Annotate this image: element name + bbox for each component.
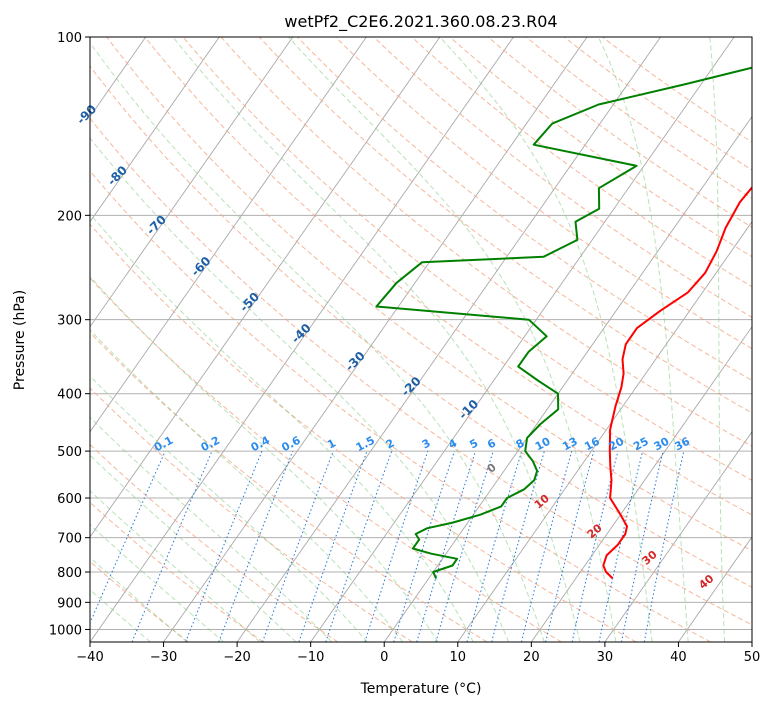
x-tick-label: 40 (670, 650, 687, 665)
dry-adiabat (259, 37, 775, 642)
isotherm-label: -50 (237, 290, 262, 315)
moist-adiabat (0, 37, 403, 642)
moist-adiabat-label: 40 (696, 572, 716, 592)
mixing-ratio-line (599, 451, 643, 642)
moist-adiabat (0, 37, 332, 642)
isotherm-line (0, 37, 219, 642)
moist-adiabat (710, 37, 725, 642)
mixing-ratio-label: 5 (468, 436, 481, 451)
isotherm-line (0, 37, 72, 642)
moist-adiabat-label: 20 (585, 521, 605, 541)
isotherm-label: -30 (343, 349, 368, 374)
isotherm-line (16, 37, 440, 642)
isotherm-line (311, 37, 735, 642)
moist-adiabat (440, 37, 652, 642)
dry-adiabat (297, 37, 775, 642)
mixing-ratio-label: 10 (533, 435, 553, 454)
dry-adiabat (336, 37, 775, 642)
y-tick-label: 100 (57, 31, 82, 46)
dry-adiabat (450, 37, 775, 642)
mixing-ratio-line (436, 451, 493, 642)
mixing-ratio-label: 3 (420, 436, 433, 451)
mixing-ratio-line (326, 451, 392, 642)
x-tick-label: 0 (380, 650, 388, 665)
isotherm-label: -80 (105, 163, 130, 188)
mixing-ratio-label: 13 (560, 435, 580, 454)
y-tick-label: 300 (57, 314, 82, 329)
moist-adiabat-label: 10 (532, 492, 552, 512)
chart-title: wetPf2_C2E6.2021.360.08.23.R04 (284, 12, 557, 32)
dry-adiabat (107, 37, 775, 642)
mixing-ratio-line (82, 451, 165, 642)
x-tick-label: 20 (523, 650, 540, 665)
mixing-ratio-label: 6 (485, 436, 498, 451)
mixing-ratio-label: 16 (582, 435, 602, 454)
isotherm-label: -20 (399, 374, 424, 399)
x-tick-label: −10 (297, 650, 324, 665)
isotherm-label: -70 (144, 212, 169, 237)
isotherm-line (0, 37, 366, 642)
y-axis-label: Pressure (hPa) (12, 290, 28, 390)
isotherm-label: -10 (456, 397, 481, 422)
mixing-ratio-label: 36 (672, 435, 692, 454)
moist-adiabat (0, 37, 224, 642)
y-tick-label: 900 (57, 596, 82, 611)
dry-adiabat (374, 37, 775, 642)
dry-adiabat (31, 37, 775, 642)
isotherm-line (458, 37, 775, 642)
moist-adiabat-label: 0 (485, 461, 499, 476)
moist-adiabat (288, 37, 616, 642)
dry-adiabat (0, 37, 487, 642)
dry-adiabat (488, 37, 775, 642)
isotherm-line (752, 37, 775, 642)
y-tick-label: 200 (57, 209, 82, 224)
y-tick-label: 1000 (49, 623, 82, 638)
x-tick-label: −20 (223, 650, 250, 665)
mixing-ratio-line (263, 451, 334, 642)
mixing-ratio-label: 2 (384, 436, 397, 451)
dry-adiabat (0, 37, 189, 642)
dry-adiabat (0, 37, 636, 642)
mixing-ratio-label: 30 (652, 435, 672, 454)
x-tick-label: 50 (744, 650, 761, 665)
x-tick-label: −40 (76, 650, 103, 665)
mixing-ratio-line (299, 451, 367, 642)
mixing-ratio-line (644, 451, 684, 642)
moist-adiabat (0, 37, 187, 642)
y-tick-label: 700 (57, 532, 82, 547)
dry-adiabat (0, 37, 338, 642)
mixing-ratio-line (417, 451, 476, 642)
isotherm-line (678, 37, 775, 642)
mixing-ratio-label: 25 (631, 435, 651, 454)
mixing-ratio-label: 4 (446, 436, 459, 451)
y-tick-label: 600 (57, 492, 82, 507)
y-tick-label: 800 (57, 566, 82, 581)
moist-adiabat (0, 37, 296, 642)
moist-adiabat (0, 37, 438, 642)
mixing-ratio-line (492, 451, 545, 642)
y-tick-label: 400 (57, 388, 82, 403)
moist-adiabat-label: 30 (640, 548, 660, 568)
x-axis-label: Temperature (°C) (360, 681, 482, 697)
dry-adiabat (0, 37, 711, 642)
dry-adiabat (145, 37, 775, 642)
dry-adiabat (0, 37, 562, 642)
x-tick-label: −30 (150, 650, 177, 665)
isotherm-label: -90 (74, 102, 99, 127)
x-tick-label: 30 (597, 650, 614, 665)
isotherm-line (384, 37, 775, 642)
x-tick-label: 10 (450, 650, 467, 665)
moist-adiabat (0, 37, 367, 642)
y-tick-label: 500 (57, 445, 82, 460)
isotherm-label: -60 (188, 254, 213, 279)
mixing-ratio-line (546, 451, 594, 642)
